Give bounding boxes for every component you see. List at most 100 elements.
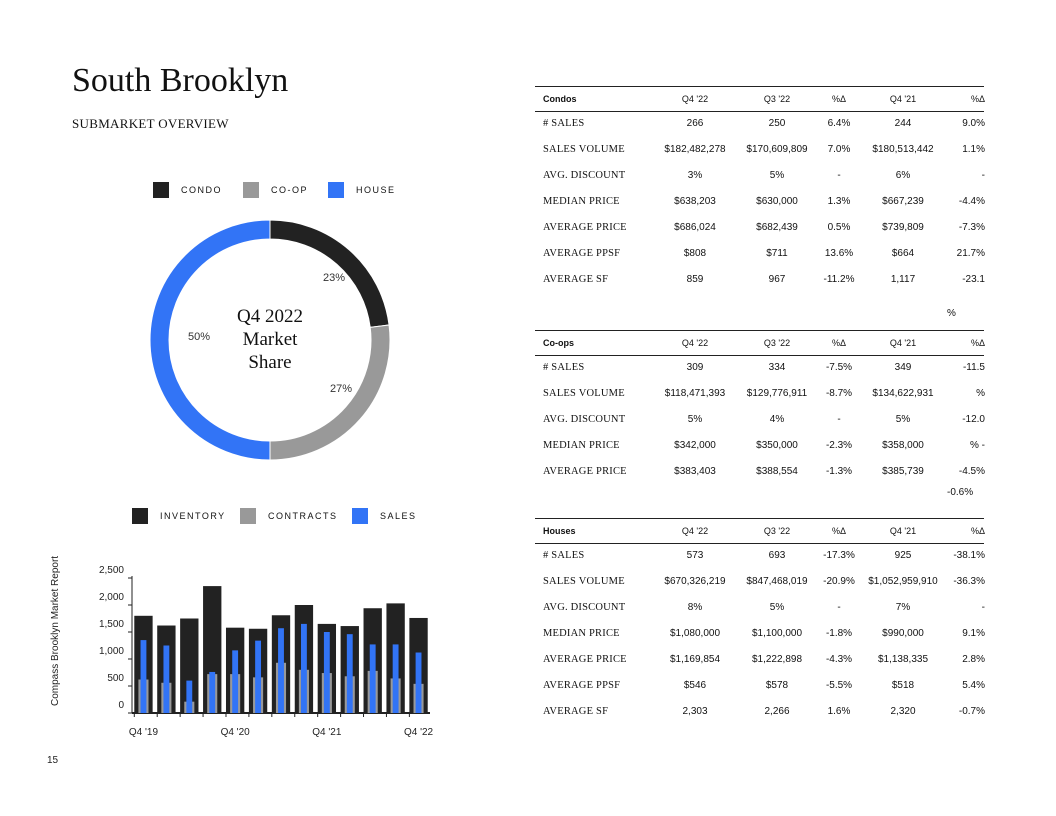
bar-sales bbox=[300, 623, 307, 713]
donut-label-coop: 27% bbox=[330, 383, 353, 395]
houses-table: Houses Q4 '22 Q3 '22 %Δ Q4 '21 %Δ # SALE… bbox=[535, 518, 985, 726]
table-cell: 6.4% bbox=[827, 118, 851, 129]
table-cell: $630,000 bbox=[756, 196, 798, 207]
table-row: MEDIAN PRICE $638,203 $630,000 1.3% $667,239… bbox=[535, 190, 985, 216]
table-cell: $385,739 bbox=[882, 466, 924, 477]
table-row: # SALES 309 334 -7.5% 349 -11.5 bbox=[535, 356, 985, 382]
col-header: Q4 '22 bbox=[681, 526, 709, 536]
table-cell: 925 bbox=[894, 550, 912, 561]
bar-sales bbox=[209, 671, 216, 713]
table-cell: $711 bbox=[766, 248, 788, 259]
table-row: SALES VOLUME $118,471,393 $129,776,911 -8.7… bbox=[535, 382, 985, 408]
donut-center-line1: Q4 2022 bbox=[237, 306, 303, 327]
table-cell: $682,439 bbox=[756, 222, 798, 233]
bar-sales bbox=[140, 640, 147, 713]
row-label: # SALES bbox=[543, 362, 585, 373]
donut-center-line2: Market bbox=[242, 329, 298, 350]
table-cell: $670,326,219 bbox=[664, 576, 726, 587]
bar-sales bbox=[186, 680, 193, 713]
table-cell: $182,482,278 bbox=[664, 144, 726, 155]
table-cell: -8.7% bbox=[825, 388, 853, 399]
table-cell: $1,100,000 bbox=[751, 628, 803, 639]
table-cell: -36.3% bbox=[953, 576, 985, 587]
row-label: AVERAGE PRICE bbox=[543, 222, 627, 233]
legend-contracts: CONTRACTS bbox=[240, 508, 338, 524]
col-header: %Δ bbox=[970, 526, 985, 536]
table-cell: 250 bbox=[768, 118, 786, 129]
table-cell: 8% bbox=[687, 602, 703, 613]
table-cell: -4.5% bbox=[958, 466, 985, 477]
table-cell: $808 bbox=[683, 248, 707, 259]
table-cell: % bbox=[976, 388, 985, 399]
row-label: SALES VOLUME bbox=[543, 576, 625, 587]
table-cell: $118,471,393 bbox=[664, 388, 726, 399]
table-name: Co-ops bbox=[543, 338, 574, 348]
table-cell: -4.4% bbox=[958, 196, 985, 207]
table-cell: 5% bbox=[769, 170, 785, 181]
bar-sales bbox=[415, 652, 422, 713]
table-cell: 5.4% bbox=[962, 680, 985, 691]
table-body: # SALES 309 334 -7.5% 349 -11.5 SALES VOLUME $1… bbox=[535, 356, 985, 486]
y-tick-label: 2,500 bbox=[99, 565, 124, 576]
bar-sales bbox=[369, 644, 376, 713]
row-label: AVG. DISCOUNT bbox=[543, 602, 626, 613]
bar-sales bbox=[232, 650, 239, 713]
table-cell: -38.1% bbox=[953, 550, 985, 561]
table-row: AVERAGE PPSF $546 $578 -5.5% $518 5.4% bbox=[535, 674, 985, 700]
table-overflow-text: % bbox=[947, 308, 956, 319]
table-cell: -12.0 bbox=[962, 414, 985, 425]
table-cell: $990,000 bbox=[882, 628, 924, 639]
col-header: Q4 '22 bbox=[681, 338, 709, 348]
legend-sales: SALES bbox=[352, 508, 417, 524]
donut-center-label: Q4 2022 Market Share bbox=[210, 305, 330, 374]
table-row: AVERAGE PPSF $808 $711 13.6% $664 21.7% bbox=[535, 242, 985, 268]
inventory-contracts-sales-chart: 0 500 1,000 1,500 2,000 2,500 Q4 '19 Q4 '20 Q4 '… bbox=[99, 565, 434, 738]
table-cell: $180,513,442 bbox=[872, 144, 934, 155]
table-cell: $1,080,000 bbox=[669, 628, 721, 639]
row-label: SALES VOLUME bbox=[543, 144, 625, 155]
table-cell: 693 bbox=[768, 550, 786, 561]
legend-swatch-condo bbox=[153, 182, 169, 198]
table-cell: 2,303 bbox=[682, 706, 708, 717]
col-header: %Δ bbox=[831, 526, 846, 536]
y-tick-label: 1,000 bbox=[99, 646, 124, 657]
table-cell: -23.1 bbox=[962, 274, 985, 285]
y-tick-label: 500 bbox=[107, 673, 124, 684]
donut-label-condo: 23% bbox=[323, 272, 346, 284]
table-cell: 349 bbox=[894, 362, 912, 373]
row-label: MEDIAN PRICE bbox=[543, 628, 620, 639]
table-name: Condos bbox=[543, 94, 577, 104]
x-tick-label: Q4 '21 bbox=[312, 727, 342, 738]
bar-sales bbox=[346, 634, 353, 713]
row-label: # SALES bbox=[543, 118, 585, 129]
y-tick-label: 2,000 bbox=[99, 592, 124, 603]
table-cell: -11.2% bbox=[823, 274, 855, 285]
condos-table: Condos Q4 '22 Q3 '22 %Δ Q4 '21 %Δ # SALE… bbox=[535, 86, 985, 319]
table-cell: $388,554 bbox=[756, 466, 798, 477]
table-cell: 967 bbox=[768, 274, 786, 285]
table-cell: 2,266 bbox=[764, 706, 790, 717]
table-cell: - bbox=[837, 602, 841, 613]
table-row: AVERAGE PRICE $383,403 $388,554 -1.3% $385,7… bbox=[535, 460, 985, 486]
table-cell: 244 bbox=[894, 118, 912, 129]
table-cell: 5% bbox=[895, 414, 911, 425]
table-row: AVG. DISCOUNT 5% 4% - 5% -12.0 bbox=[535, 408, 985, 434]
page-number: 15 bbox=[47, 755, 59, 766]
table-row: MEDIAN PRICE $1,080,000 $1,100,000 -1.8% $99… bbox=[535, 622, 985, 648]
table-cell: -17.3% bbox=[823, 550, 855, 561]
table-cell: 0.5% bbox=[827, 222, 851, 233]
table-cell: $1,169,854 bbox=[669, 654, 721, 665]
table-cell: $686,024 bbox=[674, 222, 716, 233]
table-cell: $664 bbox=[891, 248, 915, 259]
x-tick-label: Q4 '20 bbox=[221, 727, 251, 738]
row-label: SALES VOLUME bbox=[543, 388, 625, 399]
table-row: # SALES 573 693 -17.3% 925 -38.1% bbox=[535, 544, 985, 570]
table-cell: $342,000 bbox=[674, 440, 716, 451]
table-header: Condos Q4 '22 Q3 '22 %Δ Q4 '21 %Δ bbox=[535, 86, 985, 112]
table-cell: 859 bbox=[686, 274, 704, 285]
legend-swatch-inventory bbox=[132, 508, 148, 524]
table-cell: -0.7% bbox=[958, 706, 985, 717]
row-label: AVERAGE PPSF bbox=[543, 680, 621, 691]
row-label: AVERAGE PPSF bbox=[543, 248, 621, 259]
table-row: AVG. DISCOUNT 3% 5% - 6% - bbox=[535, 164, 985, 190]
